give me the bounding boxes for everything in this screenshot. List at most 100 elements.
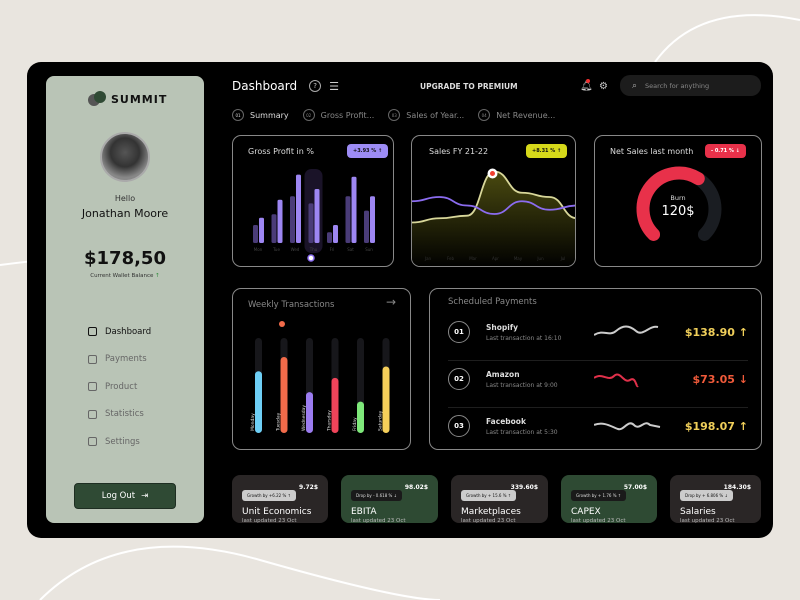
kpi-updated: last updated 23 Oct — [571, 518, 626, 524]
bar-mon — [253, 225, 258, 243]
x-tick-label: Tue — [272, 247, 280, 252]
kpi-name: CAPEX — [571, 507, 601, 517]
day-label: Wednesday — [301, 405, 307, 431]
trend-arrow-icon: ↓ — [738, 372, 748, 386]
brand-name: SUMMIT — [111, 92, 168, 106]
tab-number: 04 — [478, 109, 491, 121]
kpi-card[interactable]: Drop by + 6.806 % ↓ 184.30$ Salaries last u… — [670, 475, 761, 524]
sidebar-item-dashboard[interactable]: Dashboard — [88, 318, 151, 346]
tab-2[interactable]: 02 Gross Profit... — [302, 109, 375, 121]
bar-tuesday — [280, 357, 288, 433]
kpi-value: 339.60$ — [510, 484, 538, 491]
arrow-right-icon[interactable]: → — [385, 295, 396, 309]
day-label: Monday — [250, 413, 256, 431]
x-tick-label: Jan — [424, 256, 432, 261]
payment-last-transaction: Last transaction at 9:00 — [486, 381, 558, 389]
bar-thu — [308, 203, 314, 243]
payment-name: Amazon — [486, 369, 520, 379]
bar-sun — [364, 210, 369, 243]
card-title: Scheduled Payments — [448, 297, 537, 307]
scheduled-payments-card: Scheduled Payments 01 Shopify Last transac… — [429, 288, 762, 450]
greeting: Hello — [114, 194, 136, 203]
sidebar-item-label: Statistics — [105, 409, 144, 420]
payment-amount: $73.05 — [692, 372, 735, 386]
wallet-balance: $178,50 — [84, 248, 166, 269]
trend-arrow-icon: ↑ — [738, 325, 748, 339]
payments-icon — [88, 354, 97, 364]
selected-dot — [279, 321, 285, 327]
kpi-badge: Growth by +6.22 % ↑ — [242, 490, 296, 501]
card-title: Net Sales last month — [610, 147, 694, 156]
search-input[interactable]: ⌕ Search for anything — [620, 75, 761, 96]
bar-sat — [351, 176, 357, 243]
x-tick-label: Jun — [536, 256, 544, 261]
bar-mon — [259, 217, 264, 243]
x-tick-label: May — [514, 256, 523, 261]
kpi-card[interactable]: Growth by + 15.6 % ↑ 339.60$ Marketplaces l… — [451, 475, 548, 524]
tab-label: Gross Profit... — [320, 110, 375, 120]
kpi-updated: last updated 23 Oct — [680, 518, 735, 524]
sidebar-item-label: Product — [105, 381, 138, 392]
wallet-balance-label: Current Wallet Balance ↑ — [46, 273, 204, 279]
logout-icon: ⇥ — [141, 491, 149, 501]
bar-wednesday — [306, 392, 313, 433]
bar-tue — [271, 214, 277, 243]
balance-label-text: Current Wallet Balance — [90, 273, 154, 279]
sidebar-item-statistics[interactable]: Statistics — [88, 401, 151, 429]
tab-4[interactable]: 04 Net Revenue... — [478, 109, 555, 121]
product-icon — [88, 382, 97, 392]
kpi-card[interactable]: Drop by - 0.618 % ↓ 98.02$ EBITA last updat… — [341, 475, 438, 524]
x-tick-label: Fri — [330, 247, 335, 252]
tab-label: Summary — [250, 110, 289, 120]
kpi-badge: Drop by + 6.806 % ↓ — [680, 490, 733, 501]
gear-icon[interactable]: ⚙ — [599, 80, 608, 92]
tab-bar: 01 Summary 02 Gross Profit... 03 Sales of Yea… — [232, 109, 569, 121]
kpi-name: Marketplaces — [461, 507, 521, 517]
dashboard-icon — [88, 327, 97, 337]
x-tick-label: Jul — [560, 256, 566, 261]
gross-profit-card[interactable]: Gross Profit in % +3.93 % ↑ Mon Tue Wed Thu… — [232, 135, 394, 267]
avatar[interactable] — [100, 132, 150, 182]
card-title: Sales FY 21-22 — [429, 147, 489, 156]
payment-sparkline — [594, 373, 639, 388]
kpi-card[interactable]: Growth by +6.22 % ↑ 9.72$ Unit Economics la… — [232, 475, 328, 524]
logout-button[interactable]: Log Out ⇥ — [74, 483, 176, 509]
payment-row[interactable]: 01 Shopify Last transaction at 16:10 $138.9… — [448, 309, 748, 355]
net-sales-card[interactable]: Net Sales last month - 0.71 % ↓ Burn 120… — [594, 135, 762, 267]
sidebar-item-payments[interactable]: Payments — [88, 346, 151, 374]
sales-card[interactable]: Jan Feb Mar Apr May Jun Jul Sales FY 21-22 +8.… — [411, 135, 576, 267]
statistics-icon — [88, 409, 97, 419]
kpi-value: 57.00$ — [623, 484, 647, 491]
sales-line-1 — [412, 196, 575, 215]
logo-icon — [88, 91, 106, 106]
upgrade-button[interactable]: UPGRADE TO PREMIUM — [420, 81, 518, 91]
tab-number: 01 — [232, 109, 244, 121]
help-icon[interactable]: ? — [309, 80, 322, 92]
day-label: Tuesday — [276, 412, 282, 432]
bar-sat — [345, 196, 351, 243]
x-tick-label: Mar — [469, 256, 477, 261]
payment-row[interactable]: 02 Amazon Last transaction at 9:00 $73.05 ↓ — [448, 356, 748, 402]
card-title: Gross Profit in % — [248, 147, 314, 156]
payment-row[interactable]: 03 Facebook Last transaction at 5:30 $198.0… — [448, 403, 748, 449]
tab-1[interactable]: 01 Summary — [232, 109, 289, 121]
day-label: Thursday — [327, 410, 333, 432]
bar-fri — [327, 232, 332, 243]
sidebar-item-settings[interactable]: Settings — [88, 428, 151, 456]
kpi-updated: last updated 23 Oct — [351, 518, 406, 524]
x-tick-label: Wed — [291, 247, 300, 252]
kpi-value: 98.02$ — [404, 484, 428, 491]
kpi-badge: Drop by - 0.618 % ↓ — [351, 490, 402, 501]
kpi-badge: Growth by + 15.6 % ↑ — [461, 490, 517, 501]
bell-icon[interactable]: 🔔︎ — [580, 79, 593, 92]
sidebar-item-product[interactable]: Product — [88, 373, 151, 401]
x-tick-label: Sat — [347, 247, 354, 252]
payment-sparkline — [594, 325, 659, 336]
filter-icon[interactable]: ☰ — [329, 79, 339, 93]
trend-arrow-icon: ↑ — [738, 419, 748, 433]
kpi-card[interactable]: Growth by + 1.76 % ↑ 57.00$ CAPEX last upda… — [561, 475, 657, 524]
kpi-name: Salaries — [680, 507, 716, 517]
logo: SUMMIT — [88, 91, 167, 107]
tab-3[interactable]: 03 Sales of Year... — [388, 109, 464, 121]
weekly-transactions-card[interactable]: Weekly Transactions → Monday Tuesday Wedne… — [232, 288, 411, 450]
